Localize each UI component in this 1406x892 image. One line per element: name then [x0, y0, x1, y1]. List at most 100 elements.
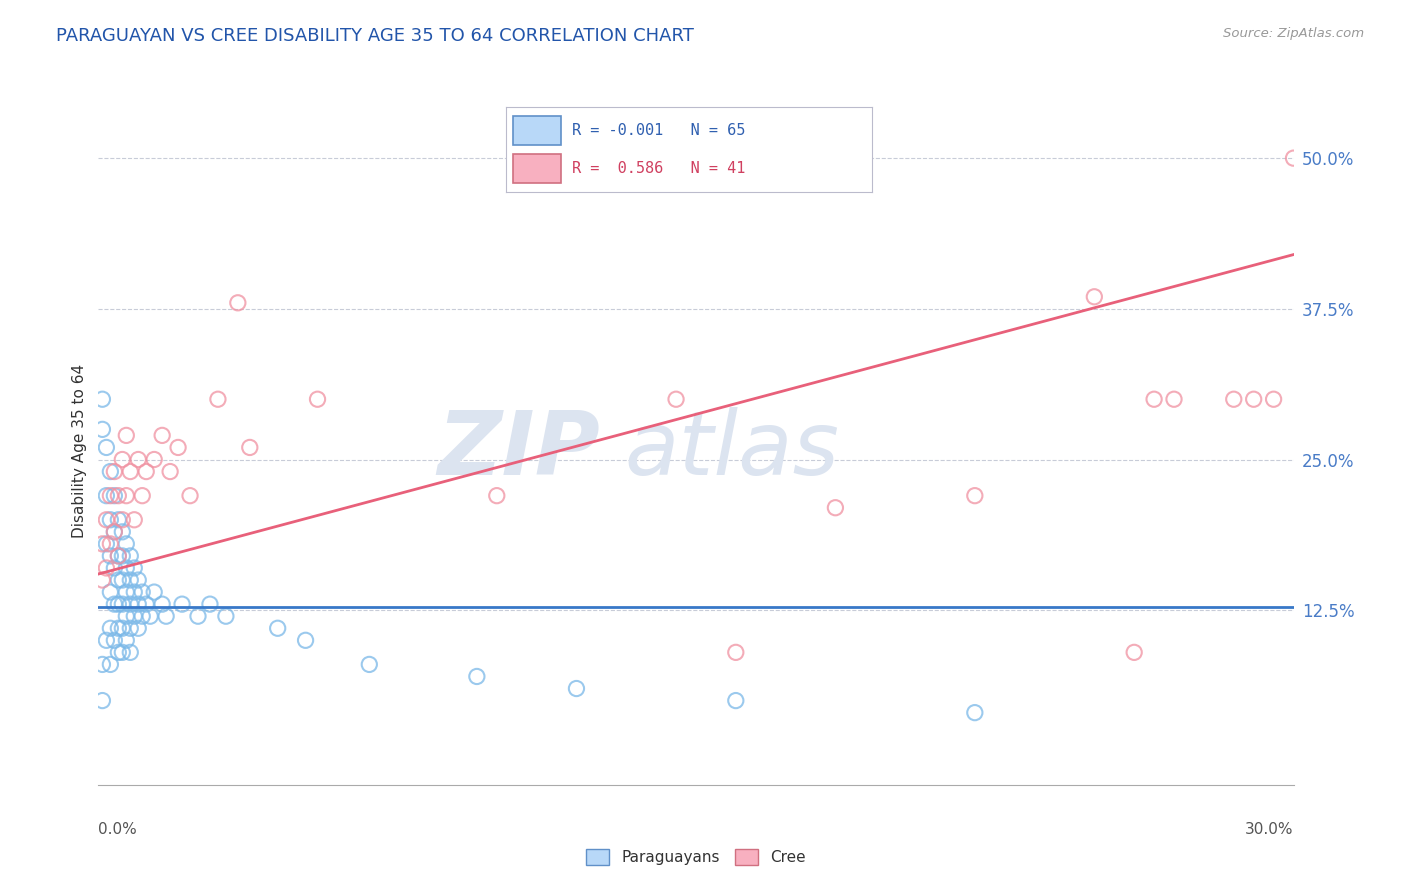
- Point: [107, 573, 129, 587]
- Point: [1222, 392, 1246, 407]
- Point: [103, 561, 125, 575]
- Point: [226, 295, 249, 310]
- Point: [135, 597, 157, 611]
- Point: [155, 609, 177, 624]
- Point: [111, 513, 134, 527]
- Point: [103, 465, 125, 479]
- FancyBboxPatch shape: [513, 116, 561, 145]
- Point: [1282, 151, 1305, 165]
- Point: [267, 621, 290, 635]
- Point: [98, 513, 122, 527]
- Point: [98, 657, 122, 672]
- Point: [139, 609, 162, 624]
- Point: [159, 465, 181, 479]
- Point: [103, 524, 125, 539]
- Point: [107, 489, 129, 503]
- Point: [824, 500, 846, 515]
- Point: [96, 441, 118, 455]
- Point: [963, 706, 986, 720]
- Point: [98, 489, 122, 503]
- Point: [724, 645, 747, 659]
- Point: [111, 549, 134, 563]
- Point: [91, 573, 114, 587]
- Point: [107, 621, 129, 635]
- Point: [91, 693, 114, 707]
- Text: Source: ZipAtlas.com: Source: ZipAtlas.com: [1223, 27, 1364, 40]
- Point: [111, 524, 134, 539]
- Point: [127, 573, 149, 587]
- Point: [124, 609, 146, 624]
- Point: [239, 441, 262, 455]
- Point: [96, 513, 118, 527]
- Point: [665, 392, 688, 407]
- Point: [115, 561, 138, 575]
- Point: [150, 428, 173, 442]
- Point: [103, 633, 125, 648]
- Point: [1263, 392, 1285, 407]
- Point: [1143, 392, 1166, 407]
- Point: [963, 489, 986, 503]
- Point: [91, 422, 114, 436]
- Point: [172, 597, 194, 611]
- Point: [167, 441, 190, 455]
- Point: [307, 392, 329, 407]
- Legend: Paraguayans, Cree: Paraguayans, Cree: [581, 843, 811, 871]
- Point: [115, 428, 138, 442]
- Point: [120, 645, 142, 659]
- Point: [207, 392, 229, 407]
- Point: [150, 597, 173, 611]
- Point: [96, 561, 118, 575]
- Point: [103, 489, 125, 503]
- Point: [131, 489, 153, 503]
- Y-axis label: Disability Age 35 to 64: Disability Age 35 to 64: [72, 363, 87, 538]
- Point: [115, 537, 138, 551]
- Text: ZIP: ZIP: [437, 407, 600, 494]
- Point: [111, 573, 134, 587]
- Point: [124, 561, 146, 575]
- Point: [115, 609, 138, 624]
- Text: R =  0.586   N = 41: R = 0.586 N = 41: [572, 161, 745, 176]
- Point: [127, 621, 149, 635]
- Point: [107, 597, 129, 611]
- Point: [107, 645, 129, 659]
- Point: [124, 513, 146, 527]
- Point: [96, 489, 118, 503]
- Point: [1243, 392, 1265, 407]
- Point: [115, 585, 138, 599]
- Point: [111, 597, 134, 611]
- Point: [465, 669, 488, 683]
- Point: [98, 465, 122, 479]
- Point: [107, 549, 129, 563]
- Point: [107, 513, 129, 527]
- Point: [215, 609, 238, 624]
- Point: [120, 465, 142, 479]
- Point: [111, 621, 134, 635]
- Point: [103, 524, 125, 539]
- Point: [107, 549, 129, 563]
- Point: [98, 537, 122, 551]
- Text: R = -0.001   N = 65: R = -0.001 N = 65: [572, 123, 745, 138]
- Point: [91, 657, 114, 672]
- Point: [124, 585, 146, 599]
- Point: [127, 597, 149, 611]
- Point: [187, 609, 209, 624]
- Point: [115, 633, 138, 648]
- Point: [485, 489, 508, 503]
- Point: [120, 549, 142, 563]
- Point: [179, 489, 201, 503]
- Text: 0.0%: 0.0%: [98, 822, 138, 837]
- Point: [131, 585, 153, 599]
- FancyBboxPatch shape: [513, 153, 561, 183]
- Text: atlas: atlas: [624, 408, 839, 493]
- Point: [1123, 645, 1146, 659]
- Point: [98, 549, 122, 563]
- Point: [143, 585, 166, 599]
- Point: [359, 657, 381, 672]
- Point: [103, 597, 125, 611]
- Point: [111, 452, 134, 467]
- Point: [1083, 290, 1105, 304]
- Text: PARAGUAYAN VS CREE DISABILITY AGE 35 TO 64 CORRELATION CHART: PARAGUAYAN VS CREE DISABILITY AGE 35 TO …: [56, 27, 695, 45]
- Point: [120, 621, 142, 635]
- Point: [91, 392, 114, 407]
- Point: [96, 537, 118, 551]
